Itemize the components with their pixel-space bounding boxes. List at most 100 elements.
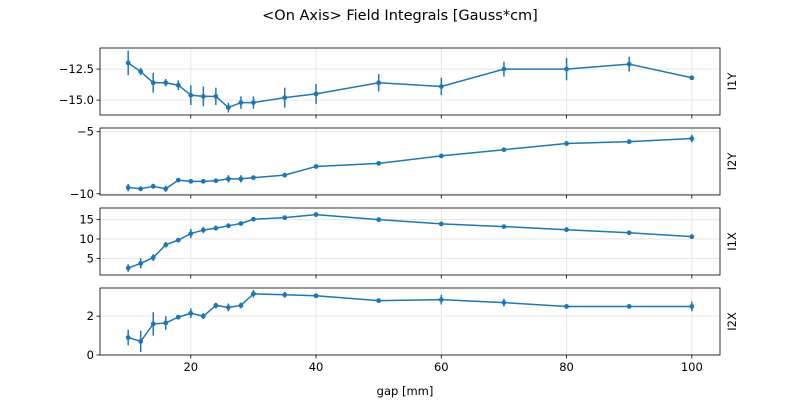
- axes-frame: [99, 127, 721, 196]
- data-point: [376, 160, 382, 166]
- data-point: [313, 164, 319, 169]
- data-point: [438, 221, 444, 227]
- x-tick-label: 20: [183, 360, 198, 374]
- data-point: [163, 186, 169, 192]
- data-point: [282, 215, 288, 221]
- data-point: [163, 80, 169, 86]
- data-point: [282, 292, 288, 298]
- data-point: [313, 212, 319, 217]
- x-tick-label: 40: [309, 360, 324, 374]
- data-point: [225, 223, 231, 229]
- data-point: [175, 177, 181, 183]
- data-point: [163, 320, 169, 326]
- data-point: [188, 310, 194, 316]
- y-tick-label: −12.5: [59, 62, 94, 76]
- data-point: [138, 260, 144, 266]
- axes-frame: [99, 287, 721, 356]
- data-point: [564, 141, 569, 146]
- data-point: [175, 237, 181, 243]
- data-point: [150, 183, 156, 189]
- y-tick-label: 2: [87, 309, 94, 323]
- data-point: [213, 93, 219, 99]
- data-point: [689, 304, 695, 309]
- y-tick-label: 15: [79, 213, 94, 227]
- y-tick-label: 10: [79, 232, 94, 246]
- data-point: [138, 339, 144, 344]
- data-point: [282, 172, 288, 178]
- data-point: [225, 176, 231, 182]
- y-tick-label: −10: [70, 187, 94, 201]
- data-point: [188, 231, 194, 236]
- data-point: [213, 303, 219, 308]
- data-point: [313, 293, 319, 299]
- data-point: [564, 66, 569, 72]
- data-point: [138, 69, 144, 74]
- data-point: [626, 230, 632, 236]
- data-point: [376, 298, 382, 304]
- data-point: [564, 227, 569, 233]
- data-point: [125, 335, 131, 340]
- data-point: [163, 242, 169, 248]
- data-point: [238, 176, 244, 182]
- axes-frame: [99, 207, 721, 276]
- axes-frame: [99, 47, 721, 116]
- data-point: [213, 178, 219, 184]
- panel-i2x: 0 2 20 40 60 80 100 I2X: [87, 287, 739, 374]
- panel-i2y: −10 −5 I2Y: [70, 125, 739, 201]
- y-tick-label: −15.0: [59, 93, 94, 107]
- data-point: [238, 303, 244, 308]
- data-point: [125, 185, 131, 190]
- data-point: [689, 136, 695, 141]
- data-point: [626, 139, 632, 145]
- data-point: [501, 147, 507, 153]
- data-point: [200, 313, 206, 319]
- data-point: [282, 95, 288, 101]
- data-point: [150, 80, 156, 86]
- data-point: [626, 61, 632, 67]
- data-point: [188, 178, 194, 184]
- data-point: [238, 221, 244, 226]
- data-point: [313, 91, 319, 97]
- data-point: [188, 92, 194, 98]
- data-point: [251, 291, 256, 297]
- data-point: [138, 186, 144, 192]
- data-point: [200, 227, 206, 233]
- data-point: [125, 60, 131, 66]
- y-tick-label: −5: [77, 125, 94, 139]
- data-point: [689, 75, 695, 81]
- panel-label: I2X: [725, 312, 739, 331]
- x-tick-label: 80: [559, 360, 574, 374]
- subplots: −15.0 −12.5 I1Y −10 −5 I2Y 5 10 15 I1X 0 2 20 40 60 80 1…: [59, 47, 739, 374]
- panel-i1y: −15.0 −12.5 I1Y: [59, 47, 739, 119]
- data-point: [125, 265, 131, 271]
- data-point: [626, 304, 632, 309]
- x-tick-label: 60: [434, 360, 449, 374]
- data-point: [225, 305, 231, 310]
- data-point: [438, 297, 444, 303]
- data-point: [689, 234, 695, 240]
- data-point: [251, 175, 256, 181]
- data-point: [501, 66, 507, 72]
- data-point: [150, 255, 156, 260]
- panel-label: I2Y: [725, 152, 739, 171]
- data-point: [251, 216, 256, 222]
- data-point: [376, 80, 382, 86]
- y-tick-label: 5: [87, 251, 94, 265]
- panel-i1x: 5 10 15 I1X: [79, 207, 739, 279]
- data-point: [501, 224, 507, 229]
- figure-title: <On Axis> Field Integrals [Gauss*cm]: [262, 8, 538, 24]
- data-point: [438, 84, 444, 89]
- data-point: [225, 105, 231, 110]
- data-point: [564, 304, 569, 309]
- data-point: [200, 93, 206, 99]
- data-point: [175, 82, 181, 88]
- data-point: [175, 314, 181, 320]
- y-tick-label: 0: [87, 348, 94, 362]
- panel-label: I1X: [725, 232, 739, 251]
- data-point: [501, 300, 507, 305]
- data-point: [150, 321, 156, 327]
- data-point: [238, 100, 244, 105]
- data-point: [213, 225, 219, 231]
